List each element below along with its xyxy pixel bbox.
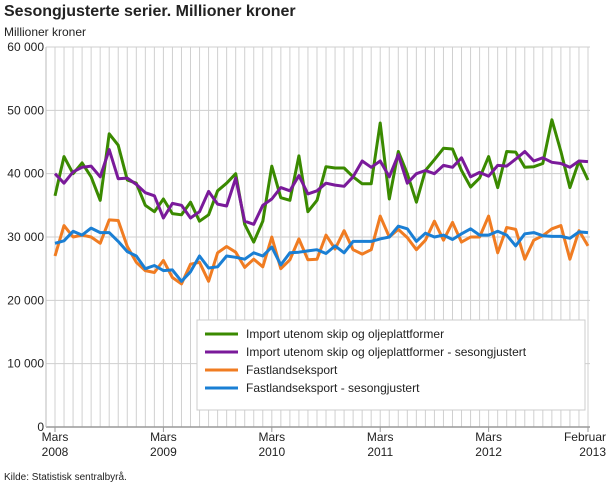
chart-title: Sesongjusterte serier. Millioner kroner <box>4 3 296 20</box>
x-tick-label: 2013 <box>579 445 606 459</box>
x-tick-label: Mars <box>150 430 177 444</box>
y-axis-label: Millioner kroner <box>4 25 87 39</box>
x-tick-label: 2011 <box>367 445 393 459</box>
series-line <box>53 214 590 286</box>
x-tick-label: Mars <box>367 430 394 444</box>
source-note: Kilde: Statistisk sentralbyrå. <box>4 472 127 483</box>
x-tick-label: 2008 <box>42 445 69 459</box>
x-tick-label: Mars <box>42 430 69 444</box>
y-tick-label: 10 000 <box>7 357 44 371</box>
x-tick-label: Februar <box>564 430 606 444</box>
series-line <box>53 118 590 244</box>
legend: Import utenom skip og oljeplattformer Imp… <box>196 319 586 411</box>
x-tick-label: 2009 <box>150 445 177 459</box>
y-tick-label: 0 <box>37 420 44 434</box>
x-tick-label: Mars <box>475 430 502 444</box>
y-tick-label: 20 000 <box>7 293 44 307</box>
series-line <box>53 148 589 226</box>
series-lines <box>53 118 590 286</box>
legend-box <box>196 319 586 411</box>
legend-label: Fastlandseksport <box>246 363 338 377</box>
y-tick-label: 30 000 <box>7 230 44 244</box>
legend-label: Import utenom skip og oljeplattformer - … <box>246 345 527 359</box>
x-tick-label: 2010 <box>258 445 285 459</box>
legend-label: Fastlandseksport - sesongjustert <box>246 381 420 395</box>
legend-label: Import utenom skip og oljeplattformer <box>246 327 444 341</box>
x-tick-label: 2012 <box>475 445 502 459</box>
y-tick-label: 50 000 <box>7 103 44 117</box>
axis-labels: 0 10 000 20 000 30 000 40 000 50 000 60 000 Mar… <box>7 40 606 459</box>
series-line <box>54 224 589 283</box>
x-tick-label: Mars <box>258 430 285 444</box>
y-tick-label: 40 000 <box>7 167 44 181</box>
y-tick-label: 60 000 <box>7 40 44 54</box>
